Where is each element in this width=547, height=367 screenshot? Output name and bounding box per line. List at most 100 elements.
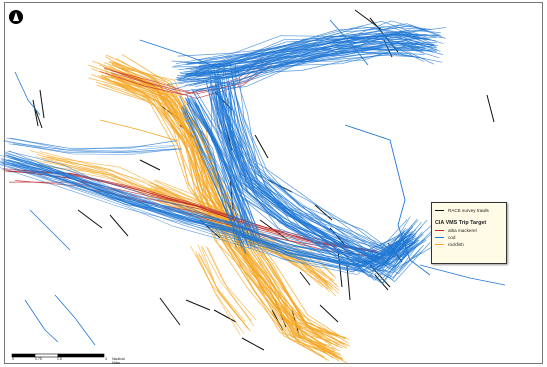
rockfish-track — [41, 157, 216, 211]
cod-track — [173, 26, 427, 67]
legend-cod-label: cod — [448, 235, 456, 240]
outlier-track — [329, 19, 369, 66]
rockfish-track — [46, 156, 218, 208]
cod-track — [3, 140, 177, 153]
legend-survey-swatch — [435, 210, 444, 211]
survey-trawl — [241, 337, 265, 351]
cod-track — [212, 85, 416, 265]
rockfish-track — [205, 246, 257, 321]
cod-track — [0, 163, 406, 265]
cod-track — [15, 162, 414, 273]
scale-bar-segment — [57, 353, 105, 358]
cod-track — [184, 43, 432, 86]
outlier-track — [139, 39, 221, 69]
cod-track — [7, 150, 413, 256]
survey-trawl — [32, 99, 39, 127]
cod-track — [0, 167, 404, 275]
legend: RACE survey trawls CIA VMS Trip Target a… — [431, 202, 507, 264]
scale-bar — [11, 353, 105, 358]
rockfish-track — [105, 56, 335, 336]
cod-track — [13, 143, 182, 155]
rockfish-track — [201, 246, 252, 322]
cod-track — [189, 52, 443, 87]
rockfish-track — [111, 62, 348, 347]
survey-trawl — [159, 297, 181, 326]
cod-track — [227, 75, 433, 267]
cod-track — [177, 46, 416, 81]
cod-track — [186, 23, 441, 70]
cod-track — [182, 106, 243, 249]
scale-tick-3: 3 — [105, 357, 107, 361]
legend-mackerel-label: atka mackerel — [448, 228, 477, 233]
scale-tick-1: 0.75 — [35, 357, 42, 361]
scale-tick-0: 0 — [12, 357, 14, 361]
cod-track — [223, 65, 419, 257]
legend-item-mackerel: atka mackerel — [435, 227, 503, 234]
cod-track — [230, 67, 418, 255]
legend-survey-row: RACE survey trawls — [435, 207, 503, 214]
cod-track — [213, 67, 406, 259]
cod-track — [11, 137, 178, 151]
outlier-track — [24, 299, 59, 343]
rockfish-track — [88, 64, 317, 335]
cod-track — [185, 97, 246, 240]
rockfish-track — [190, 245, 242, 321]
survey-trawl — [109, 214, 129, 237]
cod-track — [9, 155, 420, 260]
cod-track — [218, 95, 422, 273]
mackerel-track — [111, 64, 272, 99]
scale-bar-labels: 0 0.75 1.5 3 Nautical Miles — [12, 357, 132, 365]
sparse-cod-tracks — [14, 19, 506, 346]
survey-trawl — [319, 304, 339, 323]
legend-mackerel-swatch — [435, 230, 444, 231]
cod-track — [178, 37, 423, 80]
rockfish-track — [105, 72, 336, 356]
cod-track — [186, 93, 244, 233]
legend-item-rockfish: rockfish — [435, 241, 503, 248]
cod-track — [218, 92, 416, 278]
outlier-track — [344, 124, 431, 276]
survey-trawl — [139, 159, 161, 171]
survey-trawl — [254, 134, 269, 159]
rockfish-track — [207, 247, 254, 327]
cod-track — [186, 103, 245, 244]
cod-track — [215, 84, 417, 272]
survey-trawl — [346, 265, 351, 301]
survey-trawl — [369, 264, 391, 288]
rockfish-track — [91, 68, 326, 337]
cod-track — [177, 20, 427, 57]
legend-item-cod: cod — [435, 234, 503, 241]
cod-track — [191, 88, 259, 231]
north-arrow-icon — [9, 10, 23, 24]
outlier-track — [14, 71, 41, 116]
rockfish-track — [195, 254, 245, 335]
cod-track — [3, 141, 174, 152]
outlier-track — [99, 119, 176, 141]
scale-tick-2: 1.5 — [57, 357, 62, 361]
survey-trawl — [77, 209, 103, 229]
cod-track — [180, 40, 423, 74]
survey-trawl — [185, 299, 211, 311]
cod-track — [6, 162, 414, 268]
cod-track — [209, 82, 405, 270]
cod-track — [0, 161, 402, 266]
cod-track — [188, 98, 245, 236]
cod-track — [7, 159, 409, 271]
legend-rockfish-label: rockfish — [448, 242, 464, 247]
survey-trawl — [314, 204, 333, 221]
cod-track — [217, 78, 409, 272]
cod-track — [216, 80, 411, 266]
outlier-track — [419, 264, 506, 286]
scale-unit: Nautical Miles — [112, 357, 125, 365]
legend-cod-swatch — [435, 237, 444, 238]
survey-trawl — [34, 107, 43, 129]
rockfish-track — [121, 54, 349, 344]
legend-survey-label: RACE survey trawls — [448, 208, 489, 213]
survey-trawl — [39, 89, 45, 119]
outlier-track — [54, 294, 96, 346]
rockfish-track — [195, 251, 241, 336]
outlier-track — [29, 209, 71, 251]
cod-tracks — [0, 20, 447, 284]
cod-track — [195, 91, 261, 237]
